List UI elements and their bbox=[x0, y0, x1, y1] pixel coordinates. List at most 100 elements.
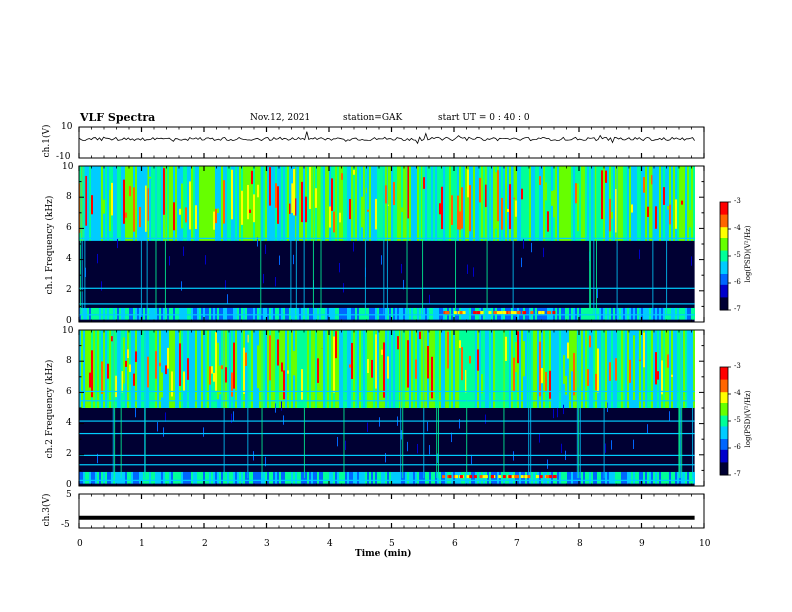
spec-low-band bbox=[405, 471, 407, 484]
colorbar-swatch bbox=[720, 388, 728, 391]
spec-low-band bbox=[409, 471, 411, 484]
spec-high-band bbox=[369, 330, 371, 408]
spec-high-band bbox=[347, 330, 349, 408]
spec-low-band bbox=[577, 471, 579, 484]
ch1-wave-ytick: 10 bbox=[61, 122, 73, 132]
spec-low-band bbox=[675, 307, 677, 320]
spec-high-band bbox=[267, 166, 269, 241]
x-tick-label: 7 bbox=[514, 539, 520, 549]
spec-low-band bbox=[277, 307, 279, 320]
spec-low-band bbox=[657, 471, 659, 484]
spec-low-band bbox=[669, 307, 671, 320]
spec-low-band bbox=[685, 471, 687, 484]
spec-low-band bbox=[583, 307, 585, 320]
spec-high-band bbox=[329, 330, 331, 408]
spec-low-band bbox=[367, 471, 369, 484]
spec-streak bbox=[341, 173, 343, 180]
spec-low-band bbox=[587, 307, 589, 320]
figure-start-ut: start UT = 0 : 40 : 0 bbox=[438, 113, 530, 123]
spec-mid-streak bbox=[639, 249, 640, 259]
spec-streak bbox=[85, 175, 87, 226]
spec-high-band bbox=[497, 330, 499, 408]
colorbar-swatch bbox=[720, 241, 728, 244]
spec-low-band bbox=[165, 307, 167, 320]
spec-low-band bbox=[677, 307, 679, 320]
spec-streak bbox=[331, 178, 333, 211]
spec-low-band bbox=[195, 471, 197, 484]
spec-high-band bbox=[283, 330, 285, 408]
spec-high-band bbox=[419, 330, 421, 408]
spec-low-band bbox=[485, 307, 487, 320]
spec-high-band bbox=[443, 330, 445, 408]
spec-streak bbox=[179, 208, 181, 215]
spec-low-band bbox=[617, 307, 619, 320]
spec-high-band bbox=[263, 330, 265, 408]
spec-low-band bbox=[433, 307, 435, 320]
spec-low-band bbox=[383, 471, 385, 484]
spec-low-band bbox=[317, 307, 319, 320]
spec-streak bbox=[481, 374, 483, 394]
spec-mid-streak bbox=[165, 412, 166, 422]
spec-low-band bbox=[193, 471, 195, 484]
spec-low-band bbox=[427, 471, 429, 484]
spec-low-band bbox=[273, 307, 275, 320]
spec-low-band bbox=[427, 307, 429, 320]
spec-low-band bbox=[271, 307, 273, 320]
colorbar-swatch bbox=[720, 442, 728, 445]
cb2-tick: -7 bbox=[734, 470, 741, 478]
spec-high-band bbox=[311, 330, 313, 408]
spec-high-band bbox=[299, 330, 301, 408]
spec-high-band bbox=[607, 166, 609, 241]
spec-high-band bbox=[399, 330, 401, 408]
spec-low-band bbox=[367, 307, 369, 320]
spec-low-band bbox=[233, 307, 235, 320]
spec-streak bbox=[123, 179, 125, 224]
spec-low-band bbox=[377, 471, 379, 484]
spec-low-band bbox=[251, 471, 253, 484]
spec-low-band bbox=[329, 471, 331, 484]
colorbar-swatch bbox=[720, 275, 728, 279]
spec-high-band bbox=[557, 166, 559, 241]
spec-high-band bbox=[203, 330, 205, 408]
colorbar-swatch bbox=[720, 281, 728, 284]
spec-mid-streak bbox=[459, 419, 460, 429]
spec-mid-streak bbox=[169, 256, 170, 266]
spec-high-band bbox=[171, 330, 173, 408]
spec-low-band bbox=[175, 307, 177, 320]
axes-frames bbox=[78, 126, 705, 529]
spec-high-band bbox=[207, 330, 209, 408]
spec-streak bbox=[581, 203, 583, 232]
spec-high-band bbox=[429, 330, 431, 408]
spec-spike bbox=[383, 166, 385, 315]
spec-low-band bbox=[267, 307, 269, 320]
spec-streak bbox=[479, 177, 481, 203]
spec-high-band bbox=[575, 166, 577, 241]
spec-high-band bbox=[133, 330, 135, 408]
spec-low-band bbox=[159, 471, 161, 484]
spec-high-band bbox=[481, 166, 483, 241]
spec-high-band bbox=[449, 166, 451, 241]
spec-low-band bbox=[283, 471, 285, 484]
figure-date: Nov.12, 2021 bbox=[250, 113, 311, 123]
spec-low-band bbox=[145, 307, 147, 320]
spec-spike bbox=[466, 330, 468, 479]
spec-streak bbox=[257, 184, 259, 198]
spec-streak bbox=[211, 366, 213, 374]
spec-high-band bbox=[467, 330, 469, 408]
spec-low-band bbox=[659, 471, 661, 484]
spec-spike bbox=[589, 166, 591, 315]
spec-low-band bbox=[641, 307, 643, 320]
spec-low-band bbox=[435, 307, 437, 320]
spec-high-band bbox=[673, 330, 675, 408]
spec-high-band bbox=[499, 330, 501, 408]
spec-low-band bbox=[337, 471, 339, 484]
spec-low-band bbox=[211, 471, 213, 484]
spec-high-band bbox=[651, 166, 653, 241]
spec-low-band bbox=[299, 471, 301, 484]
spec-low-band bbox=[441, 307, 443, 320]
spec-low-band bbox=[149, 307, 151, 320]
spec-low-band bbox=[565, 307, 567, 320]
spec-mid-streak bbox=[181, 281, 182, 291]
spec-high-band bbox=[517, 330, 519, 408]
spec-low-band bbox=[375, 307, 377, 320]
